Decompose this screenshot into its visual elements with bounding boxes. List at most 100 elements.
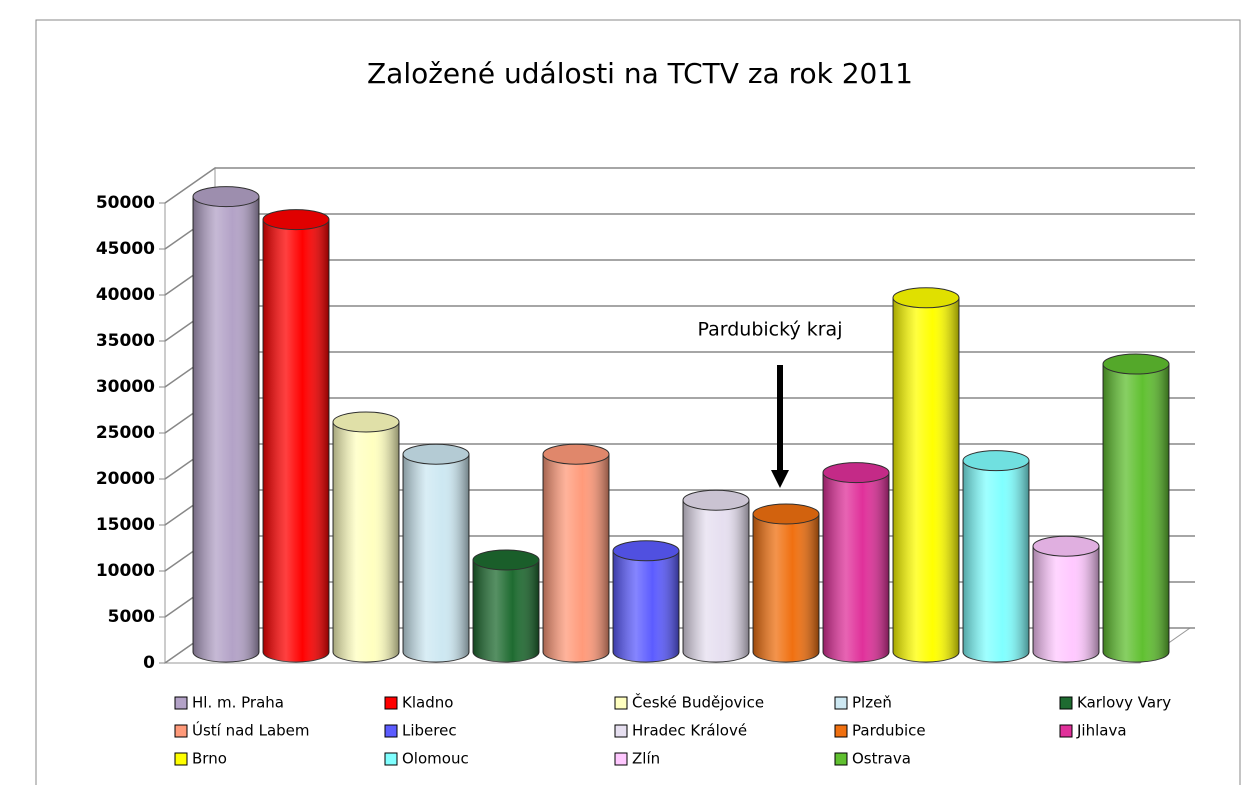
legend-label: Olomouc	[402, 750, 469, 768]
legend-swatch	[1059, 696, 1073, 710]
legend-swatch	[384, 696, 398, 710]
cylinder-top-shade	[683, 490, 749, 511]
cylinder-shade	[753, 514, 819, 662]
cylinder-top-shade	[543, 444, 609, 465]
legend-swatch	[834, 724, 848, 738]
y-tick-label: 50000	[96, 193, 155, 213]
legend-label: Pardubice	[852, 722, 926, 740]
legend-swatch	[174, 696, 188, 710]
legend-swatch	[174, 752, 188, 766]
legend-swatch	[614, 724, 628, 738]
cylinder-top	[472, 549, 540, 571]
grid-line	[164, 167, 1195, 204]
annotation: Pardubický kraj	[698, 319, 843, 341]
y-tick-label: 35000	[96, 331, 155, 351]
cylinder-top-shade	[1103, 354, 1169, 375]
cylinder-top	[192, 186, 260, 208]
legend-label: Brno	[192, 750, 227, 768]
legend-swatch	[384, 752, 398, 766]
cylinder-top	[402, 443, 470, 465]
cylinder-shade	[193, 196, 259, 662]
legend-swatch	[174, 724, 188, 738]
cylinder	[192, 186, 260, 663]
legend-swatch	[384, 724, 398, 738]
y-tick-label: 15000	[96, 515, 155, 535]
legend-label: Liberec	[402, 722, 457, 740]
cylinder-shade	[1103, 364, 1169, 662]
cylinder-shade	[1033, 546, 1099, 662]
cylinder-top	[332, 411, 400, 433]
cylinder-top	[682, 489, 750, 511]
cylinder-top	[892, 287, 960, 309]
cylinder-shade	[263, 219, 329, 662]
cylinder-top	[822, 462, 890, 484]
cylinder	[332, 411, 400, 663]
cylinder-top-shade	[473, 550, 539, 570]
cylinder-top	[1032, 535, 1100, 557]
cylinder-top	[752, 503, 820, 525]
cylinder-top-shade	[333, 412, 399, 432]
y-tick-label: 45000	[96, 239, 155, 259]
cylinder-shade	[543, 454, 609, 662]
cylinder-shade	[893, 297, 959, 662]
cylinder-shade	[473, 560, 539, 662]
legend-label: České Budějovice	[632, 693, 764, 712]
y-tick-label: 40000	[96, 285, 155, 305]
legend-label: Kladno	[402, 694, 453, 712]
cylinder	[542, 443, 610, 663]
cylinder-top	[262, 209, 330, 231]
cylinder-shade	[333, 422, 399, 662]
cylinder	[262, 209, 330, 663]
cylinder	[402, 443, 470, 663]
legend-label: Karlovy Vary	[1077, 694, 1171, 712]
bars	[192, 186, 1170, 663]
cylinder-top-shade	[963, 450, 1029, 471]
cylinder-top	[962, 450, 1030, 472]
y-tick-label: 30000	[96, 377, 155, 397]
cylinder-top-shade	[403, 444, 469, 465]
legend-label: Hradec Králové	[632, 722, 747, 740]
cylinder-top-shade	[263, 209, 329, 230]
cylinder	[612, 540, 680, 663]
cylinder-shade	[403, 454, 469, 662]
y-tick-label: 20000	[96, 469, 155, 489]
legend-swatch	[614, 696, 628, 710]
cylinder-top	[1102, 353, 1170, 375]
cylinder	[752, 503, 820, 663]
cylinder-top	[542, 443, 610, 465]
legend-label: Ostrava	[852, 750, 911, 768]
cylinder-shade	[823, 472, 889, 662]
cylinder-shade	[963, 460, 1029, 662]
annotation-arrowhead	[771, 470, 789, 488]
cylinder-top	[612, 540, 680, 562]
legend-label: Jihlava	[1076, 722, 1127, 740]
cylinder-shade	[683, 500, 749, 662]
cylinder-top-shade	[613, 540, 679, 561]
cylinder-shade	[613, 550, 679, 662]
cylinder-top-shade	[753, 504, 819, 524]
y-tick-label: 0	[143, 653, 155, 673]
y-tick-label: 5000	[108, 607, 155, 627]
cylinder	[1032, 535, 1100, 663]
cylinder-top-shade	[193, 186, 259, 207]
cylinder-top-shade	[1033, 536, 1099, 557]
cylinder	[472, 549, 540, 663]
chart-title: Založené události na TCTV za rok 2011	[367, 57, 913, 90]
cylinder	[822, 462, 890, 663]
cylinder	[1102, 353, 1170, 663]
cylinder	[962, 450, 1030, 663]
cylinder	[682, 489, 750, 663]
legend-swatch	[834, 696, 848, 710]
y-tick-label: 10000	[96, 561, 155, 581]
legend-label: Plzeň	[852, 694, 892, 712]
y-tick-label: 25000	[96, 423, 155, 443]
legend-swatch	[834, 752, 848, 766]
legend-label: Ústí nad Labem	[192, 721, 310, 740]
cylinder-top-shade	[823, 462, 889, 483]
legend-label: Hl. m. Praha	[192, 694, 284, 712]
cylinder	[892, 287, 960, 663]
legend-swatch	[614, 752, 628, 766]
legend-swatch	[1059, 724, 1073, 738]
cylinder-top-shade	[893, 287, 959, 308]
